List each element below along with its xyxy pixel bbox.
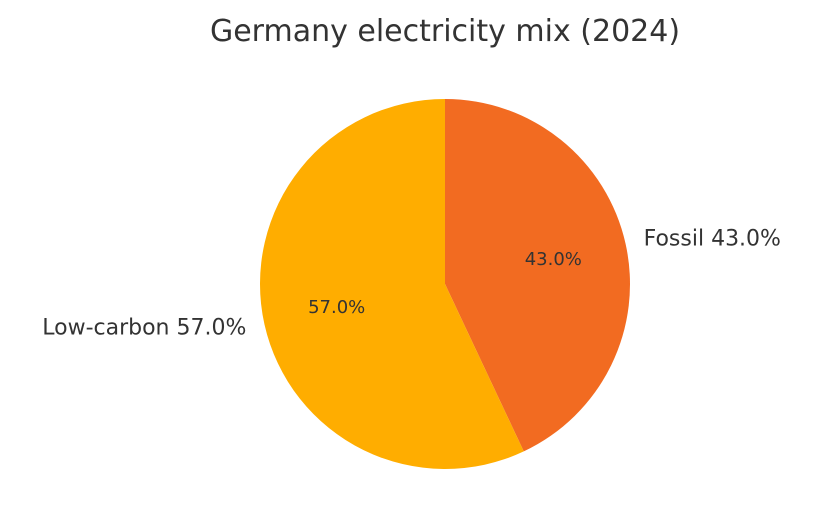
pie-slices bbox=[259, 99, 630, 469]
slice-outer-label: Low-carbon 57.0% bbox=[42, 315, 246, 340]
pie-slice-fossil bbox=[445, 99, 630, 452]
slice-outer-label: Fossil 43.0% bbox=[644, 227, 781, 252]
chart-title: Germany electricity mix (2024) bbox=[210, 14, 680, 49]
slice-percent-label: 57.0% bbox=[308, 297, 365, 318]
slice-percent-label: 43.0% bbox=[525, 249, 582, 270]
pie-labels: 43.0% Fossil 43.0% 57.0% Low-carbon 57.0% bbox=[42, 227, 781, 341]
pie-slice-low-carbon bbox=[259, 99, 524, 469]
